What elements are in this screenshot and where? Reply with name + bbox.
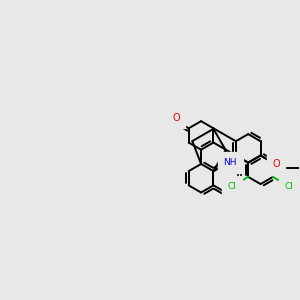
Text: NH: NH [224, 158, 237, 167]
Text: O: O [272, 159, 280, 170]
Text: Cl: Cl [284, 182, 293, 190]
Text: Cl: Cl [228, 182, 237, 190]
Text: O: O [172, 113, 180, 123]
